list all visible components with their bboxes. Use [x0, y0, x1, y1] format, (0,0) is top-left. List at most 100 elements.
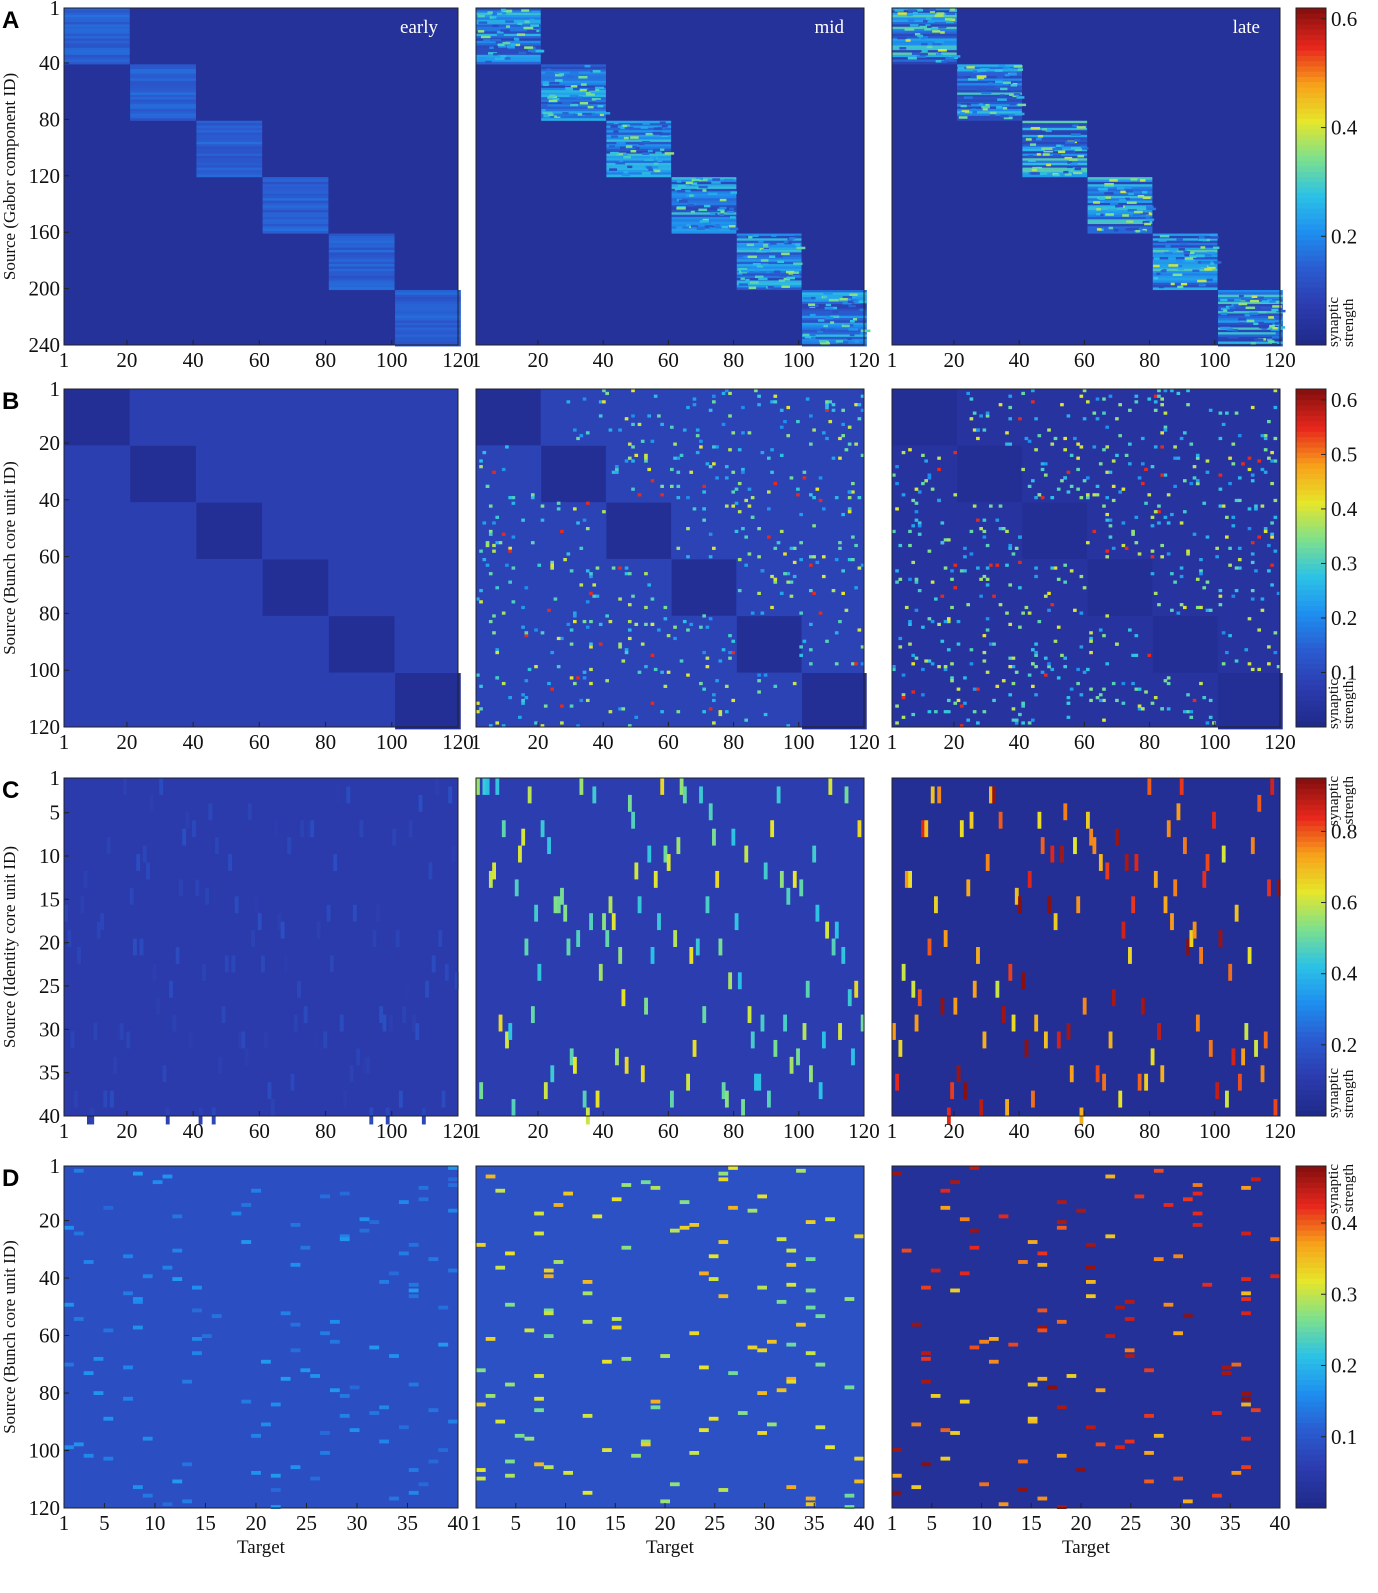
block-strip — [1022, 127, 1088, 131]
weight-dot — [921, 453, 925, 457]
weight-dot — [1053, 639, 1058, 643]
weight-dash — [362, 1056, 367, 1074]
block-strip — [1087, 188, 1153, 192]
weight-dot — [815, 560, 820, 565]
block-strip — [130, 83, 196, 86]
weight-dot — [747, 487, 752, 491]
block-strip — [476, 59, 541, 63]
weight-dot — [789, 476, 794, 480]
block-speck — [1192, 269, 1200, 273]
block-speck — [1250, 341, 1256, 345]
weight-dot — [1001, 679, 1006, 683]
block-speck — [1272, 327, 1278, 330]
weight-dot — [908, 622, 912, 626]
block-strip — [541, 78, 606, 82]
colorbar-segment — [1296, 334, 1326, 341]
block-speck — [1130, 178, 1138, 181]
block-strip — [262, 219, 329, 222]
block-strip — [671, 202, 737, 206]
block-strip — [130, 90, 196, 93]
weight-dot — [979, 594, 983, 598]
colorbar-segment — [1296, 1047, 1326, 1054]
weight-dot — [589, 591, 593, 596]
block-strip — [1218, 315, 1283, 319]
block-strip — [262, 205, 329, 208]
weight-dot — [809, 414, 813, 418]
weight-dash — [64, 1302, 74, 1307]
block-speck — [1099, 189, 1108, 193]
block-speck — [774, 270, 781, 274]
weight-dot — [1111, 498, 1116, 503]
weight-dot — [841, 569, 845, 573]
weight-dash — [1037, 811, 1042, 829]
weight-dot — [773, 580, 778, 584]
weight-dot — [1137, 704, 1142, 708]
block-speck — [554, 74, 563, 77]
weight-dash — [1147, 778, 1152, 795]
block-speck — [795, 243, 801, 246]
weight-dot — [485, 563, 490, 567]
weight-dash — [676, 837, 681, 855]
block-strip — [541, 69, 606, 72]
diagonal-block — [671, 559, 737, 616]
block-speck — [642, 122, 650, 125]
weight-dot — [721, 422, 726, 427]
weight-dot — [1076, 467, 1080, 472]
weight-dot — [508, 696, 512, 700]
x-tick-label: 100 — [1199, 730, 1231, 754]
block-speck — [686, 224, 691, 227]
weight-dot — [969, 648, 974, 652]
diagonal-block — [1218, 673, 1283, 730]
weight-dash — [359, 820, 364, 838]
colorbar-label: synaptic strength — [1326, 1068, 1357, 1118]
colorbar-segment — [1296, 1020, 1326, 1027]
block-speck — [766, 243, 774, 247]
weight-dash — [1115, 1305, 1125, 1310]
block-speck — [899, 47, 907, 50]
block-speck — [960, 112, 965, 115]
heatmap-C-mid: 1 20 40 60 80 100 120 — [471, 777, 880, 1143]
weight-dash — [139, 938, 144, 956]
x-tick-label: 20 — [116, 1119, 137, 1143]
block-speck — [548, 96, 558, 99]
block-speck — [1255, 307, 1261, 310]
weight-dash — [959, 820, 964, 838]
weight-dot — [653, 667, 658, 672]
weight-dash — [615, 1048, 619, 1066]
block-speck — [909, 24, 919, 27]
block-strip — [1087, 200, 1153, 204]
block-strip — [541, 92, 606, 96]
colorbar-segment — [1296, 521, 1326, 527]
block-speck — [1220, 307, 1230, 311]
weight-dash — [379, 1006, 384, 1024]
block-strip — [328, 285, 395, 288]
weight-dot — [1160, 473, 1164, 477]
colorbar-segment — [1296, 910, 1326, 916]
weight-dash — [699, 1365, 709, 1370]
block-speck — [570, 103, 579, 107]
weight-dash — [1076, 1208, 1086, 1213]
weight-dash — [530, 1006, 535, 1024]
block-speck — [921, 42, 928, 46]
weight-dot — [1053, 436, 1058, 441]
block-strip — [1087, 224, 1153, 227]
x-tick-label: 30 — [754, 1511, 775, 1535]
weight-dot — [982, 428, 987, 432]
x-tick-label: 35 — [1220, 1511, 1241, 1535]
weight-dot — [1273, 650, 1278, 655]
weight-dash — [1254, 1039, 1258, 1057]
weight-dot — [854, 403, 858, 407]
weight-dash — [582, 1319, 593, 1324]
weight-dash — [257, 913, 262, 931]
block-strip — [1087, 212, 1153, 215]
weight-dash — [339, 1413, 350, 1418]
weight-dot — [511, 566, 516, 570]
block-strip — [1218, 327, 1283, 331]
block-speck — [690, 225, 699, 228]
block-speck — [489, 16, 495, 19]
block-speck — [595, 99, 606, 103]
weight-dash — [1095, 1065, 1100, 1083]
weight-dot — [1105, 555, 1110, 559]
y-axis-label: Source (Bunch core unit ID) — [0, 461, 19, 655]
weight-dot — [644, 665, 648, 669]
